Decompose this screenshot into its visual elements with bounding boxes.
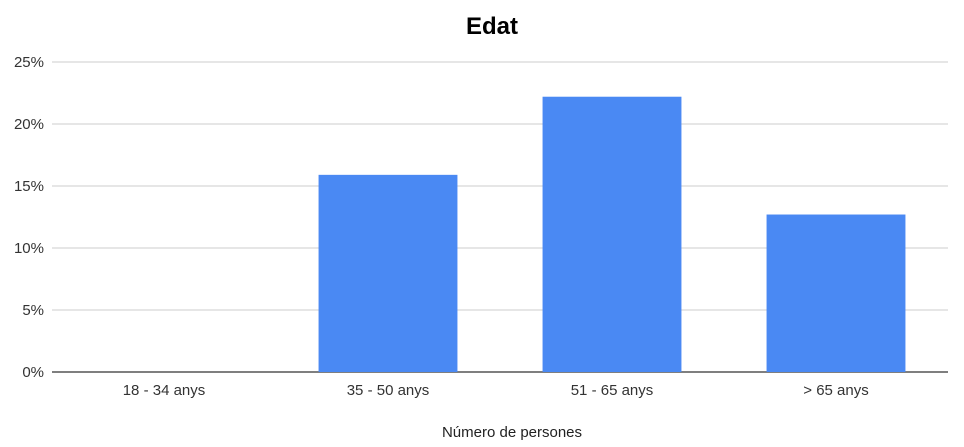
x-axis-tick-labels: 18 - 34 anys 35 - 50 anys 51 - 65 anys > 65… xyxy=(123,382,869,399)
x-tick-label: 51 - 65 anys xyxy=(571,382,654,399)
x-tick-label: 18 - 34 anys xyxy=(123,382,206,399)
x-tick-label: > 65 anys xyxy=(803,382,868,399)
bar xyxy=(766,214,906,372)
x-tick-label: 35 - 50 anys xyxy=(347,382,430,399)
bar xyxy=(542,96,682,372)
y-axis-tick-labels: 0% 5% 10% 15% 20% 25% xyxy=(14,54,44,381)
y-tick-label: 25% xyxy=(14,54,44,71)
y-tick-label: 15% xyxy=(14,178,44,195)
bars xyxy=(318,96,906,372)
chart-title: Edat xyxy=(466,13,518,40)
y-tick-label: 10% xyxy=(14,240,44,257)
y-tick-label: 0% xyxy=(22,364,44,381)
x-axis-title: Número de persones xyxy=(442,424,582,441)
bar xyxy=(318,174,458,372)
y-tick-label: 5% xyxy=(22,302,44,319)
y-tick-label: 20% xyxy=(14,116,44,133)
